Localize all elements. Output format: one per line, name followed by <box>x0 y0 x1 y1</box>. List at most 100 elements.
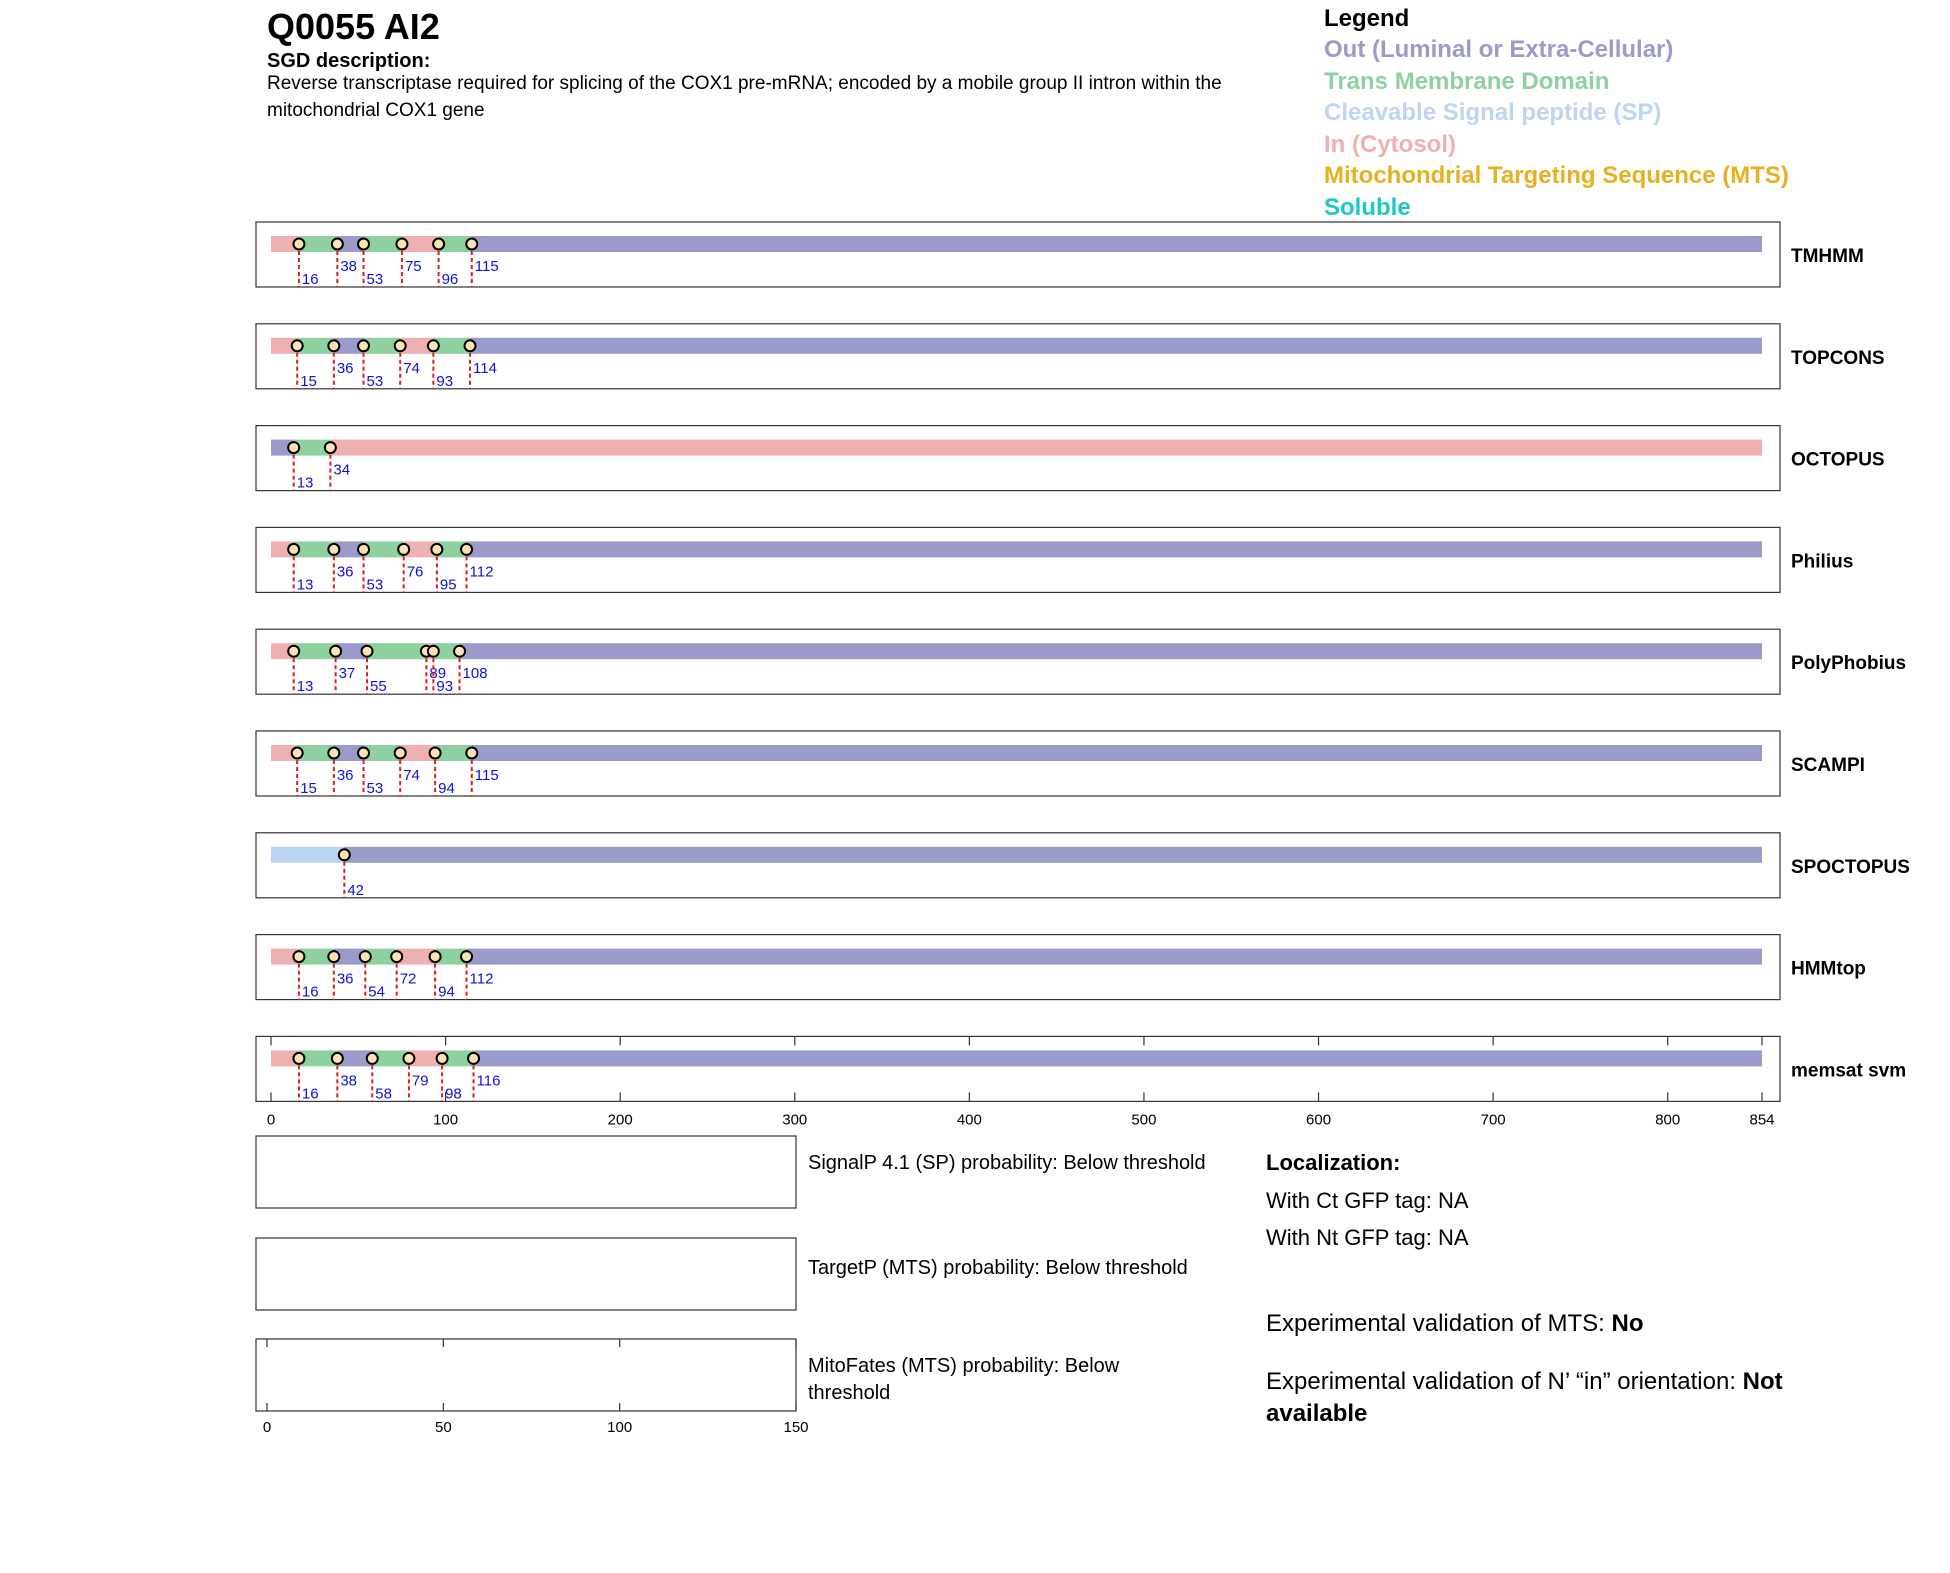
track-name: TOPCONS <box>1791 348 1885 369</box>
boundary-label: 36 <box>337 767 354 784</box>
track-box-8 <box>255 1035 1781 1103</box>
segment-tm <box>298 1050 338 1067</box>
boundary-label: 76 <box>407 563 424 580</box>
segment-sp <box>271 846 345 863</box>
segment-in <box>400 745 436 761</box>
orientation-validation-value: Not available <box>1266 1368 1783 1427</box>
localization-title: Localization: <box>1266 1150 1401 1175</box>
boundary-label: 95 <box>440 576 457 593</box>
x-tick-label: 700 <box>1481 1111 1506 1128</box>
boundary-marker <box>357 339 371 353</box>
boundary-marker <box>365 1051 379 1065</box>
segment-out <box>337 1050 373 1067</box>
boundary-marker <box>463 339 477 353</box>
boundary-label: 16 <box>302 1085 319 1102</box>
segment-out <box>337 236 364 252</box>
segment-in <box>408 1050 443 1067</box>
boundary-label: 34 <box>333 462 350 479</box>
boundary-marker <box>428 746 442 760</box>
probability-panel-1 <box>255 1237 797 1311</box>
track-box-3 <box>255 526 1781 594</box>
boundary-marker <box>357 746 371 760</box>
segment-tm <box>435 948 467 965</box>
probability-panel-2 <box>255 1338 797 1412</box>
prob-x-tick-label: 150 <box>783 1419 808 1436</box>
segment-out <box>473 1050 1762 1067</box>
segment-tm <box>297 337 334 354</box>
segment-in <box>400 337 434 354</box>
segment-in <box>271 541 294 558</box>
boundary-label: 53 <box>367 373 384 390</box>
boundary-marker <box>393 339 407 353</box>
boundary-label: 16 <box>302 984 319 1001</box>
boundary-marker <box>428 950 442 964</box>
segment-out <box>471 236 1762 252</box>
segment-tm <box>363 337 401 354</box>
nt-gfp-line: With Nt GFP tag: NA <box>1266 1225 1469 1250</box>
signalp-label: SignalP 4.1 (SP) probability: Below thre… <box>808 1152 1206 1174</box>
boundary-label: 58 <box>375 1085 392 1102</box>
segment-out <box>271 439 294 456</box>
x-tick-label: 0 <box>267 1111 275 1128</box>
segment-in <box>271 236 299 252</box>
track-name: TMHMM <box>1791 246 1864 267</box>
x-tick-label: 600 <box>1306 1111 1331 1128</box>
boundary-label: 94 <box>438 780 455 797</box>
sgd-label: SGD description: <box>267 50 431 72</box>
track-name: PolyPhobius <box>1791 653 1906 674</box>
boundary-marker <box>357 237 371 251</box>
segment-tm <box>293 541 334 558</box>
boundary-marker <box>467 1051 481 1065</box>
boundary-label: 94 <box>438 984 455 1001</box>
segment-out <box>466 541 1762 558</box>
mts-validation-prefix: Experimental validation of MTS: <box>1266 1310 1612 1337</box>
boundary-label: 74 <box>403 767 420 784</box>
segment-tm <box>363 236 402 252</box>
segment-tm <box>433 337 471 354</box>
boundary-label: 53 <box>367 271 384 288</box>
boundary-marker <box>357 542 371 556</box>
boundary-label: 36 <box>337 360 354 377</box>
boundary-marker <box>402 1051 416 1065</box>
boundary-marker <box>393 746 407 760</box>
segment-in <box>330 439 1763 456</box>
boundary-marker <box>323 441 337 455</box>
boundary-marker <box>430 542 444 556</box>
boundary-marker <box>330 237 344 251</box>
segment-tm <box>442 1050 474 1067</box>
prob-x-tick-label: 0 <box>263 1419 271 1436</box>
boundary-marker <box>337 848 351 862</box>
boundary-marker <box>465 746 479 760</box>
segment-out <box>333 745 364 761</box>
segment-out <box>459 643 1762 660</box>
segment-out <box>470 337 1763 354</box>
boundary-label: 53 <box>367 780 384 797</box>
x-tick-label: 100 <box>433 1111 458 1128</box>
segment-out <box>335 643 368 660</box>
boundary-marker <box>292 237 306 251</box>
x-tick-label: 200 <box>608 1111 633 1128</box>
boundary-marker <box>327 746 341 760</box>
boundary-label: 114 <box>473 360 497 377</box>
boundary-marker <box>327 950 341 964</box>
boundary-marker <box>290 746 304 760</box>
boundary-label: 115 <box>475 258 499 275</box>
boundary-label: 38 <box>340 258 357 275</box>
segment-tm <box>297 745 334 761</box>
orientation-validation: Experimental validation of N’ “in” orien… <box>1266 1366 1876 1430</box>
legend-item-sp: Cleavable Signal peptide (SP) <box>1324 99 1662 126</box>
boundary-label: 13 <box>297 678 314 695</box>
boundary-label: 79 <box>412 1072 429 1089</box>
boundary-marker <box>432 237 446 251</box>
track-name: SPOCTOPUS <box>1791 857 1910 878</box>
boundary-marker <box>330 1051 344 1065</box>
boundary-label: 98 <box>445 1085 462 1102</box>
legend-item-out: Out (Luminal or Extra-Cellular) <box>1324 36 1674 63</box>
segment-tm <box>367 643 427 660</box>
segment-tm <box>293 643 336 660</box>
segment-tm <box>293 439 331 456</box>
segment-tm <box>436 541 467 558</box>
boundary-label: 116 <box>477 1072 501 1089</box>
mts-validation: Experimental validation of MTS: No <box>1266 1308 1906 1340</box>
